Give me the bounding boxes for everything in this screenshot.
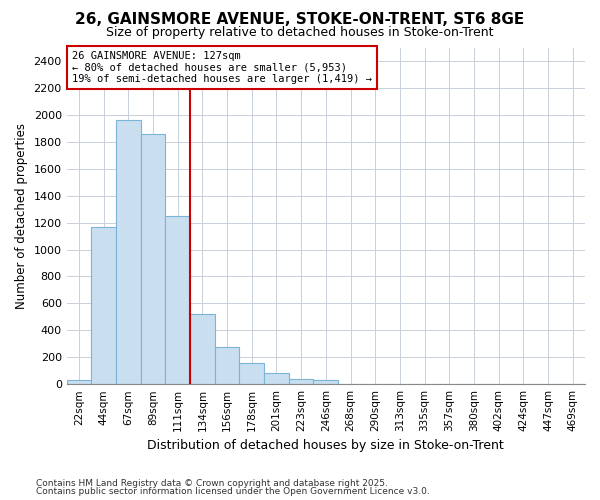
Bar	[91, 226, 116, 384]
Text: Contains public sector information licensed under the Open Government Licence v3: Contains public sector information licen…	[36, 487, 430, 496]
Text: 26 GAINSMORE AVENUE: 127sqm
← 80% of detached houses are smaller (5,953)
19% of : 26 GAINSMORE AVENUE: 127sqm ← 80% of det…	[72, 51, 372, 84]
Bar	[313, 380, 338, 384]
Bar	[239, 364, 264, 384]
Bar	[166, 216, 190, 384]
Bar	[264, 372, 289, 384]
Text: Size of property relative to detached houses in Stoke-on-Trent: Size of property relative to detached ho…	[106, 26, 494, 39]
Y-axis label: Number of detached properties: Number of detached properties	[15, 123, 28, 309]
Bar	[215, 347, 239, 384]
Bar	[141, 134, 166, 384]
X-axis label: Distribution of detached houses by size in Stoke-on-Trent: Distribution of detached houses by size …	[148, 440, 504, 452]
Bar	[190, 314, 215, 384]
Text: Contains HM Land Registry data © Crown copyright and database right 2025.: Contains HM Land Registry data © Crown c…	[36, 478, 388, 488]
Text: 26, GAINSMORE AVENUE, STOKE-ON-TRENT, ST6 8GE: 26, GAINSMORE AVENUE, STOKE-ON-TRENT, ST…	[76, 12, 524, 28]
Bar	[116, 120, 141, 384]
Bar	[289, 380, 313, 384]
Bar	[67, 380, 91, 384]
